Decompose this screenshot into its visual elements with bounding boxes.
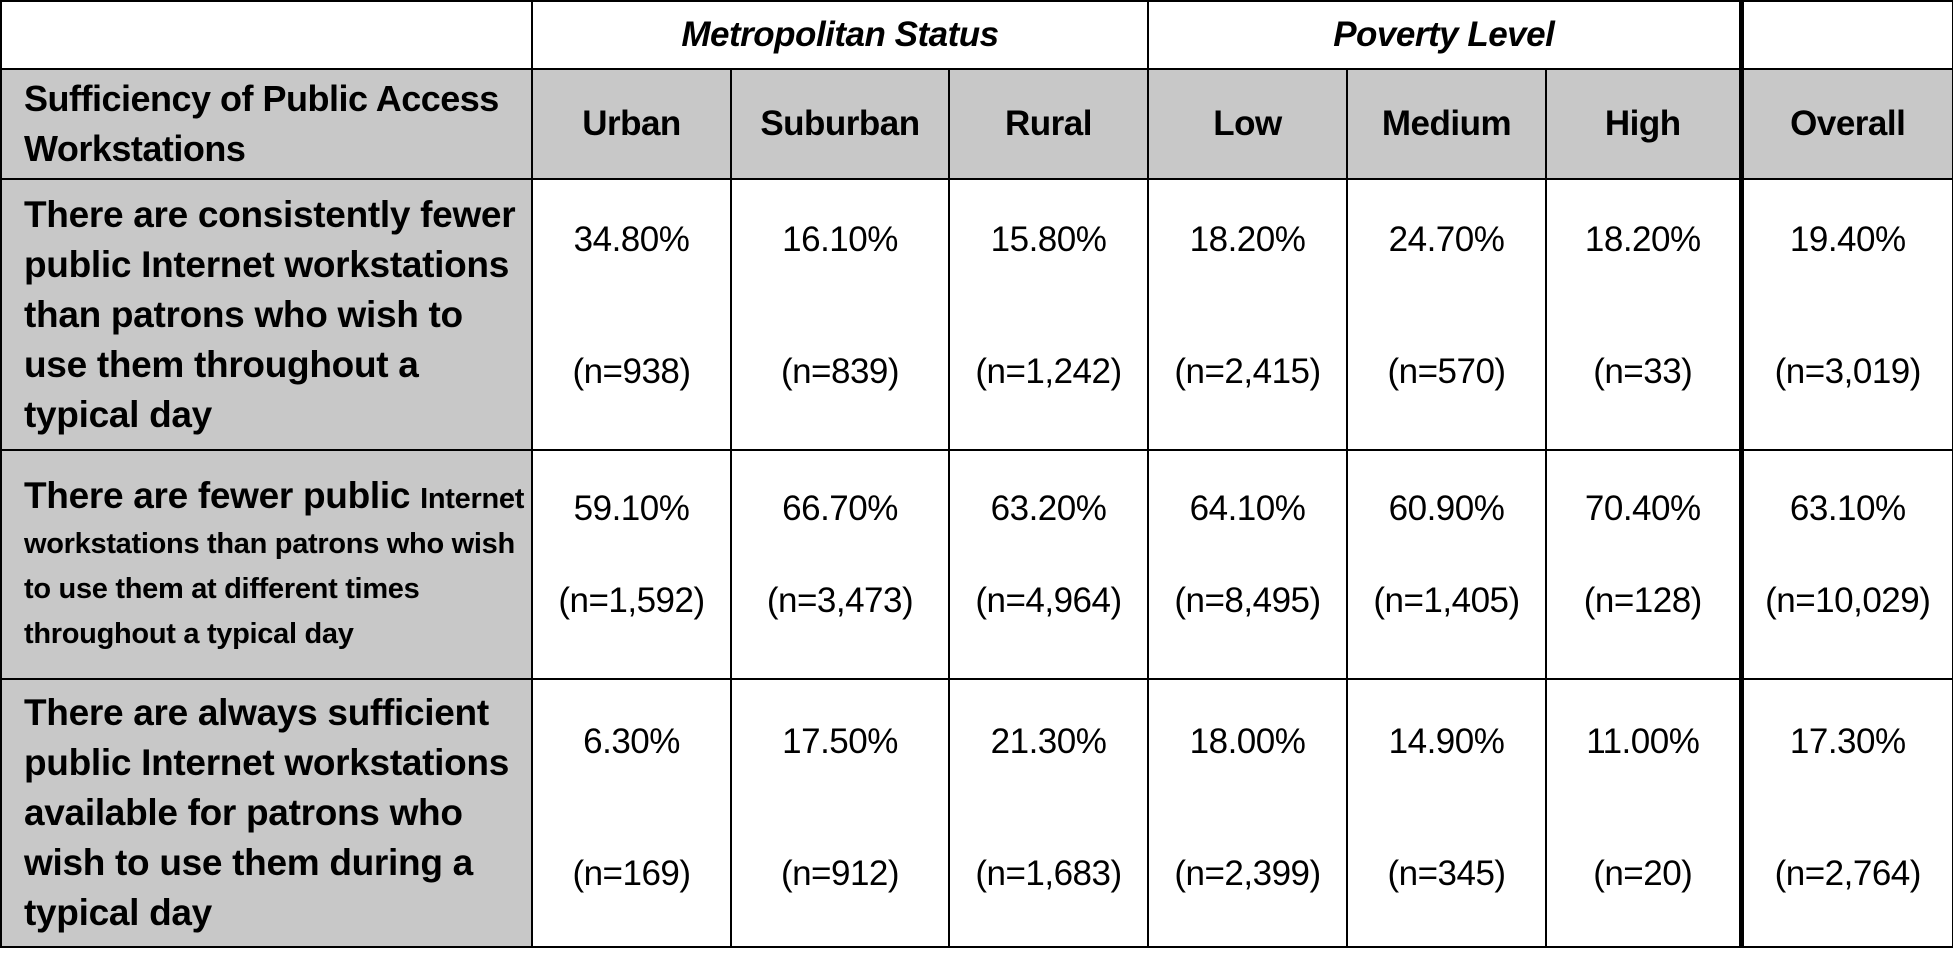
blank-overall-group-cell <box>1738 0 1953 70</box>
percent-value: 18.20% <box>1189 220 1306 259</box>
percent-value: 17.30% <box>1789 722 1906 761</box>
data-cell-rural: 21.30% (n=1,683) <box>947 678 1150 948</box>
data-cell-suburban: 16.10% (n=839) <box>730 178 950 451</box>
data-cell-rural: 15.80% (n=1,242) <box>947 178 1150 451</box>
percent-value: 64.10% <box>1189 489 1306 528</box>
column-header-suburban: Suburban <box>730 68 950 180</box>
data-cell-low: 18.20% (n=2,415) <box>1147 178 1349 451</box>
column-header-urban: Urban <box>531 68 732 180</box>
data-cell-high: 18.20% (n=33) <box>1545 178 1743 451</box>
data-cell-overall: 19.40% (n=3,019) <box>1738 178 1953 451</box>
sample-size: (n=33) <box>1593 352 1693 391</box>
column-header-high: High <box>1545 68 1743 180</box>
column-header-rural: Rural <box>947 68 1150 180</box>
data-cell-high: 70.40% (n=128) <box>1545 449 1743 680</box>
sample-size: (n=938) <box>572 352 691 391</box>
percent-value: 6.30% <box>583 722 680 761</box>
data-cell-medium: 60.90% (n=1,405) <box>1346 449 1548 680</box>
sample-size: (n=1,242) <box>975 352 1122 391</box>
percent-value: 70.40% <box>1584 489 1701 528</box>
poverty-level-heading: Poverty Level <box>1147 0 1743 70</box>
percent-value: 59.10% <box>573 489 690 528</box>
data-cell-overall: 17.30% (n=2,764) <box>1738 678 1953 948</box>
row-label-heading: Sufficiency of Public Access Workstation… <box>0 68 533 180</box>
sample-size: (n=570) <box>1387 352 1506 391</box>
column-header-low: Low <box>1147 68 1349 180</box>
percent-value: 60.90% <box>1388 489 1505 528</box>
data-cell-high: 11.00% (n=20) <box>1545 678 1743 948</box>
sample-size: (n=912) <box>780 854 900 893</box>
percent-value: 17.50% <box>782 722 898 761</box>
sample-size: (n=128) <box>1583 581 1703 620</box>
row-label: There are consistently fewer public Inte… <box>0 178 533 451</box>
data-cell-overall: 63.10% (n=10,029) <box>1738 449 1953 680</box>
percent-value: 63.20% <box>990 489 1107 528</box>
table-row: There are consistently fewer public Inte… <box>0 178 1953 451</box>
sample-size: (n=20) <box>1593 854 1693 893</box>
percent-value: 11.00% <box>1586 722 1700 761</box>
sample-size: (n=839) <box>780 352 900 391</box>
percent-value: 24.70% <box>1388 220 1505 259</box>
table-row: There are fewer public Internet workstat… <box>0 449 1953 680</box>
sample-size: (n=1,592) <box>558 581 705 620</box>
percent-value: 63.10% <box>1789 489 1906 528</box>
column-header-row: Sufficiency of Public Access Workstation… <box>0 68 1953 180</box>
data-cell-low: 18.00% (n=2,399) <box>1147 678 1349 948</box>
sample-size: (n=10,029) <box>1765 581 1931 620</box>
row-label-rest: Internet workstations than patrons who w… <box>24 482 525 650</box>
sample-size: (n=2,415) <box>1174 352 1321 391</box>
data-cell-suburban: 66.70% (n=3,473) <box>730 449 950 680</box>
sample-size: (n=3,473) <box>766 581 914 620</box>
data-cell-urban: 34.80% (n=938) <box>531 178 732 451</box>
percent-value: 66.70% <box>782 489 898 528</box>
sample-size: (n=2,399) <box>1174 854 1321 893</box>
sample-size: (n=8,495) <box>1174 581 1321 620</box>
data-cell-medium: 24.70% (n=570) <box>1346 178 1548 451</box>
percent-value: 14.90% <box>1388 722 1505 761</box>
column-header-medium: Medium <box>1346 68 1548 180</box>
sample-size: (n=3,019) <box>1774 352 1922 391</box>
blank-corner-cell <box>0 0 533 70</box>
data-cell-rural: 63.20% (n=4,964) <box>947 449 1150 680</box>
row-label-lead: There are fewer public <box>24 474 411 516</box>
table-row: There are always sufficient public Inter… <box>0 678 1953 948</box>
sample-size: (n=1,405) <box>1373 581 1520 620</box>
group-header-row: Metropolitan Status Poverty Level <box>0 0 1953 70</box>
data-cell-low: 64.10% (n=8,495) <box>1147 449 1349 680</box>
data-cell-urban: 6.30% (n=169) <box>531 678 732 948</box>
sample-size: (n=345) <box>1387 854 1506 893</box>
percent-value: 18.20% <box>1584 220 1701 259</box>
column-header-overall: Overall <box>1738 68 1953 180</box>
sample-size: (n=1,683) <box>975 854 1122 893</box>
metropolitan-status-heading: Metropolitan Status <box>530 0 1150 70</box>
percent-value: 16.10% <box>782 220 898 259</box>
sample-size: (n=169) <box>572 854 691 893</box>
row-label: There are always sufficient public Inter… <box>0 678 533 948</box>
percent-value: 19.40% <box>1789 220 1906 259</box>
percent-value: 21.30% <box>990 722 1107 761</box>
sample-size: (n=4,964) <box>975 581 1122 620</box>
percent-value: 15.80% <box>990 220 1107 259</box>
data-cell-urban: 59.10% (n=1,592) <box>531 449 732 680</box>
data-cell-suburban: 17.50% (n=912) <box>730 678 950 948</box>
percent-value: 34.80% <box>573 220 690 259</box>
percent-value: 18.00% <box>1189 722 1306 761</box>
sample-size: (n=2,764) <box>1774 854 1922 893</box>
data-cell-medium: 14.90% (n=345) <box>1346 678 1548 948</box>
row-label: There are fewer public Internet workstat… <box>0 449 533 680</box>
